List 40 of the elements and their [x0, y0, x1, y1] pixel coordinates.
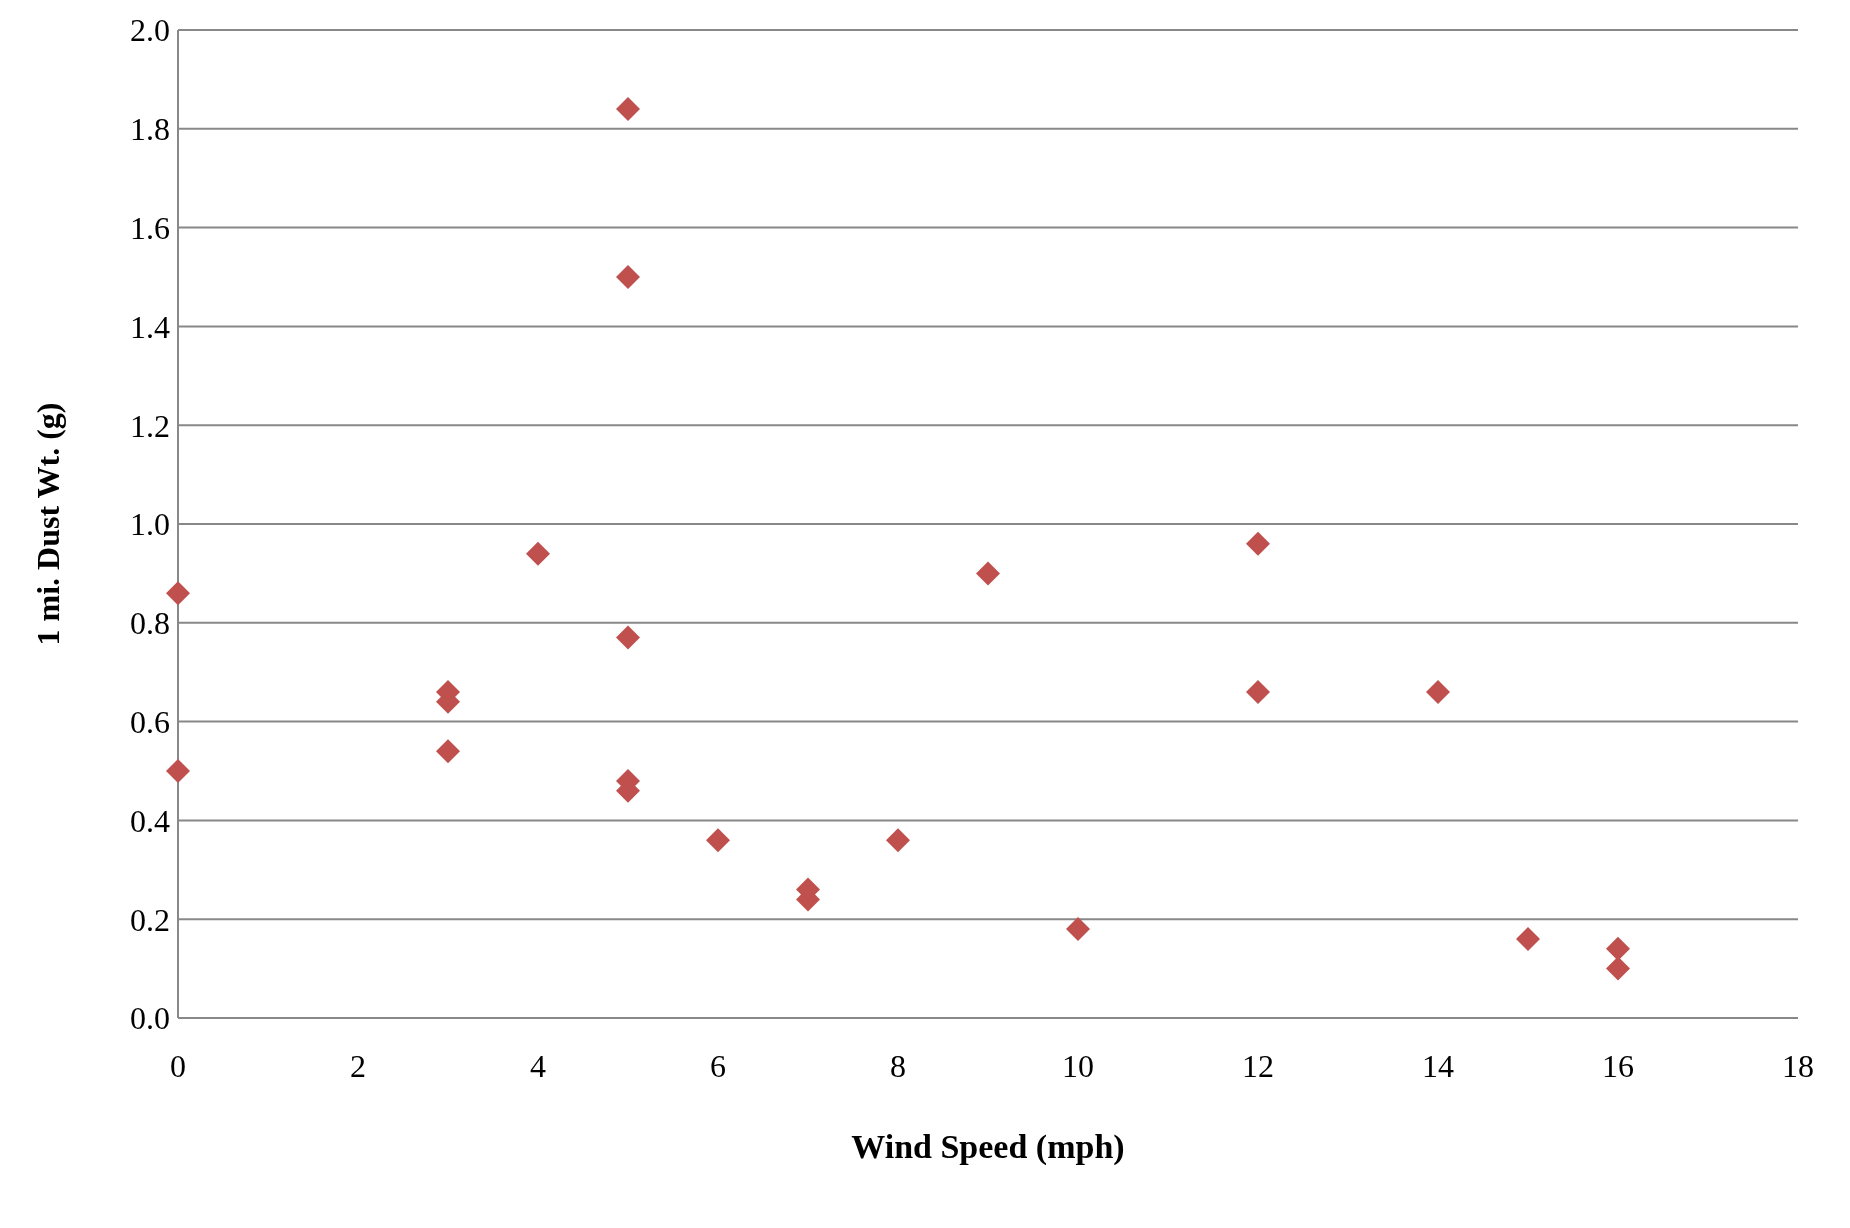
y-tick-label: 1.6: [130, 209, 170, 246]
point: [1606, 956, 1630, 981]
point: [976, 561, 1000, 586]
point: [1606, 936, 1630, 961]
point: [886, 828, 910, 853]
point: [1426, 679, 1450, 704]
y-tick-label: 0.8: [130, 605, 170, 642]
y-tick-label: 0.4: [130, 802, 170, 839]
x-tick-label: 16: [1602, 1047, 1634, 1084]
x-tick-label: 0: [170, 1047, 186, 1084]
point: [1246, 531, 1270, 556]
y-tick-label: 1.8: [130, 111, 170, 148]
point: [1516, 926, 1540, 951]
y-tick-label: 0.6: [130, 703, 170, 740]
point: [706, 828, 730, 853]
x-tick-label: 4: [530, 1047, 546, 1084]
point: [616, 265, 640, 289]
point: [166, 759, 190, 783]
x-tick-label: 18: [1782, 1047, 1814, 1084]
x-axis-title: Wind Speed (mph): [851, 1128, 1125, 1166]
point: [616, 625, 640, 650]
x-tick-label: 8: [890, 1047, 906, 1084]
x-tick-label: 2: [350, 1047, 366, 1084]
y-tick-label: 0.2: [130, 901, 170, 938]
point: [436, 739, 460, 764]
point: [616, 97, 640, 122]
point: [166, 581, 190, 606]
y-axis-title: 1 mi. Dust Wt. (g): [30, 402, 67, 646]
point: [526, 541, 550, 566]
y-tick-label: 1.4: [130, 308, 170, 345]
point: [1246, 679, 1270, 704]
point: [1066, 917, 1090, 942]
x-tick-label: 12: [1242, 1047, 1274, 1084]
x-tick-label: 10: [1062, 1047, 1094, 1084]
y-tick-label: 2.0: [130, 12, 170, 49]
x-tick-label: 6: [710, 1047, 726, 1084]
x-tick-label: 14: [1422, 1047, 1454, 1084]
y-tick-label: 1.0: [130, 506, 170, 543]
y-tick-label: 0.0: [130, 1000, 170, 1037]
y-tick-label: 1.2: [130, 407, 170, 444]
